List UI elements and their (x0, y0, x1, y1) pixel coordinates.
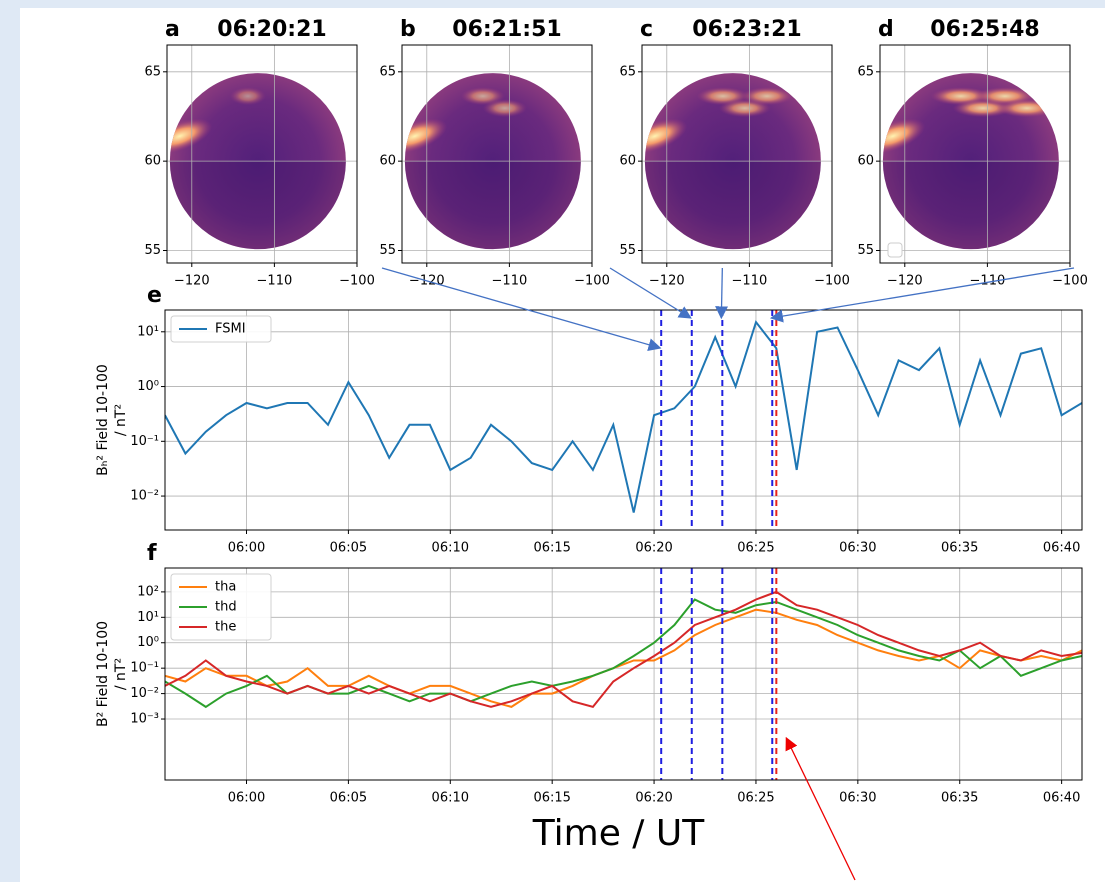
x-tick-label: −120 (174, 274, 210, 289)
x-tick-label: 06:20 (635, 791, 672, 806)
y-tick-label: 65 (379, 64, 396, 79)
pointer-arrow (715, 267, 729, 320)
y-tick-label: 55 (619, 243, 636, 258)
panel-title: 06:25:48 (930, 17, 1039, 42)
y-tick-label: 10⁻² (130, 686, 159, 701)
legend-label: FSMI (215, 322, 246, 337)
x-tick-label: 06:40 (1043, 541, 1080, 556)
axes-frame (879, 44, 1071, 264)
panel-title: 06:23:21 (692, 17, 801, 42)
y-tick-label: 65 (144, 64, 161, 79)
x-tick-label: 06:00 (228, 791, 265, 806)
empty-legend (887, 242, 903, 258)
y-axis-label: B² Field 10-100 (95, 621, 111, 727)
y-tick-label: 10⁻¹ (130, 661, 159, 676)
pointer-arrow (785, 736, 856, 881)
y-axis-label: / nT² (113, 404, 129, 436)
panel-label: c (640, 17, 653, 42)
x-tick-label: 06:25 (737, 791, 774, 806)
x-tick-label: 06:30 (839, 541, 876, 556)
panel-label: e (147, 283, 162, 308)
aurora-glow (740, 87, 793, 106)
legend-label: the (215, 620, 236, 635)
panel-label: b (400, 17, 416, 42)
series-line (165, 590, 1082, 709)
x-tick-label: 06:05 (330, 791, 367, 806)
x-tick-label: 06:20 (635, 541, 672, 556)
panel-title: 06:21:51 (452, 17, 561, 42)
y-tick-label: 10⁻¹ (130, 434, 159, 449)
y-tick-label: 60 (144, 154, 161, 169)
x-tick-label: 06:10 (432, 791, 469, 806)
x-tick-label: −100 (814, 274, 850, 289)
aurora-glow (482, 99, 527, 118)
y-tick-label: 55 (144, 243, 161, 258)
x-tick-label: 06:35 (941, 791, 978, 806)
legend-label: tha (215, 580, 236, 595)
y-tick-label: 10¹ (137, 324, 159, 339)
panel-label: d (878, 17, 894, 42)
x-tick-label: 06:40 (1043, 791, 1080, 806)
y-axis-label: / nT² (113, 658, 129, 690)
aurora-glow (882, 118, 926, 154)
x-tick-label: −110 (492, 274, 528, 289)
aurora-glow (644, 118, 688, 154)
y-tick-label: 10² (137, 584, 159, 599)
axes-frame (164, 309, 1083, 531)
x-tick-label: −120 (649, 274, 685, 289)
y-axis-label: Bₕ² Field 10-100 (95, 364, 111, 476)
x-tick-label: −100 (339, 274, 375, 289)
aurora-glow (169, 118, 213, 154)
legend-label: thd (215, 600, 237, 615)
axes-background (165, 310, 1082, 530)
axes-frame (166, 44, 358, 264)
y-tick-label: 10⁰ (137, 379, 159, 394)
x-tick-label: 06:05 (330, 541, 367, 556)
y-tick-label: 10¹ (137, 610, 159, 625)
y-tick-label: 60 (379, 154, 396, 169)
y-tick-label: 55 (857, 243, 874, 258)
y-tick-label: 55 (379, 243, 396, 258)
series-line (165, 319, 1082, 513)
axes-frame (164, 567, 1083, 781)
x-tick-label: −100 (574, 274, 610, 289)
axes-frame (641, 44, 833, 264)
y-tick-label: 60 (619, 154, 636, 169)
x-tick-label: 06:15 (533, 541, 570, 556)
aurora-glow (404, 118, 448, 154)
x-tick-label: 06:30 (839, 791, 876, 806)
pointer-arrow (609, 267, 692, 319)
legend-box (170, 573, 272, 641)
panel-label: f (147, 541, 157, 566)
aurora-features (404, 87, 581, 250)
x-tick-label: 06:25 (737, 541, 774, 556)
x-tick-label: −110 (970, 274, 1006, 289)
axes-frame (401, 44, 593, 264)
panel-title: 06:20:21 (217, 17, 326, 42)
y-tick-label: 60 (857, 154, 874, 169)
y-tick-label: 10⁰ (137, 635, 159, 650)
x-tick-label: 06:15 (533, 791, 570, 806)
y-tick-label: 65 (857, 64, 874, 79)
x-tick-label: 06:35 (941, 541, 978, 556)
x-axis-label: Time / UT (532, 813, 705, 854)
x-tick-label: 06:00 (228, 541, 265, 556)
x-tick-label: −110 (257, 274, 293, 289)
y-tick-label: 65 (619, 64, 636, 79)
y-tick-label: 10⁻³ (130, 712, 159, 727)
legend-box (170, 315, 272, 343)
y-tick-label: 10⁻² (130, 489, 159, 504)
x-tick-label: 06:10 (432, 541, 469, 556)
x-tick-label: −120 (887, 274, 923, 289)
pointer-arrow (381, 267, 662, 352)
aurora-glow (229, 87, 266, 106)
panel-label: a (165, 17, 180, 42)
x-tick-label: −110 (732, 274, 768, 289)
x-tick-label: −100 (1052, 274, 1088, 289)
pointer-arrow (769, 267, 1075, 323)
